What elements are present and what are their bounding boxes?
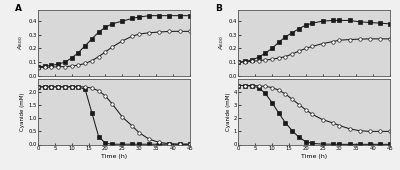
Text: B: B [216, 4, 222, 13]
Text: A: A [15, 4, 22, 13]
X-axis label: Time (h): Time (h) [301, 154, 327, 159]
Y-axis label: Cyanide (mM): Cyanide (mM) [226, 92, 231, 131]
Y-axis label: Cyanide (mM): Cyanide (mM) [20, 92, 26, 131]
Y-axis label: $A_{600}$: $A_{600}$ [16, 36, 26, 50]
X-axis label: Time (h): Time (h) [101, 154, 127, 159]
Y-axis label: $A_{600}$: $A_{600}$ [217, 36, 226, 50]
